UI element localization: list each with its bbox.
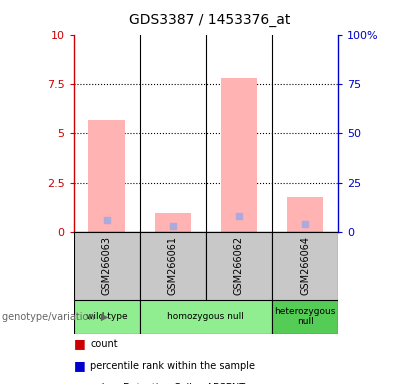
Text: percentile rank within the sample: percentile rank within the sample (90, 361, 255, 371)
Text: homozygous null: homozygous null (167, 312, 244, 321)
Bar (206, 232, 272, 300)
Text: genotype/variation  ▶: genotype/variation ▶ (2, 312, 108, 322)
Text: count: count (90, 339, 118, 349)
Text: GSM266064: GSM266064 (300, 237, 310, 295)
Text: heterozygous
null: heterozygous null (274, 307, 336, 326)
Bar (88, 119, 125, 232)
Text: GSM266063: GSM266063 (102, 237, 112, 295)
Text: GDS3387 / 1453376_at: GDS3387 / 1453376_at (129, 13, 291, 27)
Text: value, Detection Call = ABSENT: value, Detection Call = ABSENT (90, 383, 245, 384)
Bar (139, 232, 206, 300)
Bar (74, 300, 139, 334)
Text: GSM266061: GSM266061 (168, 237, 178, 295)
Bar (139, 300, 272, 334)
Bar (220, 78, 257, 232)
Text: GSM266062: GSM266062 (234, 237, 244, 295)
Text: ■: ■ (74, 359, 85, 372)
Text: ■: ■ (74, 337, 85, 350)
Bar (272, 300, 338, 334)
Bar (272, 232, 338, 300)
Bar (74, 232, 139, 300)
Text: wild type: wild type (86, 312, 127, 321)
Text: ■: ■ (74, 382, 85, 384)
Bar (287, 197, 323, 232)
Bar (155, 213, 191, 232)
